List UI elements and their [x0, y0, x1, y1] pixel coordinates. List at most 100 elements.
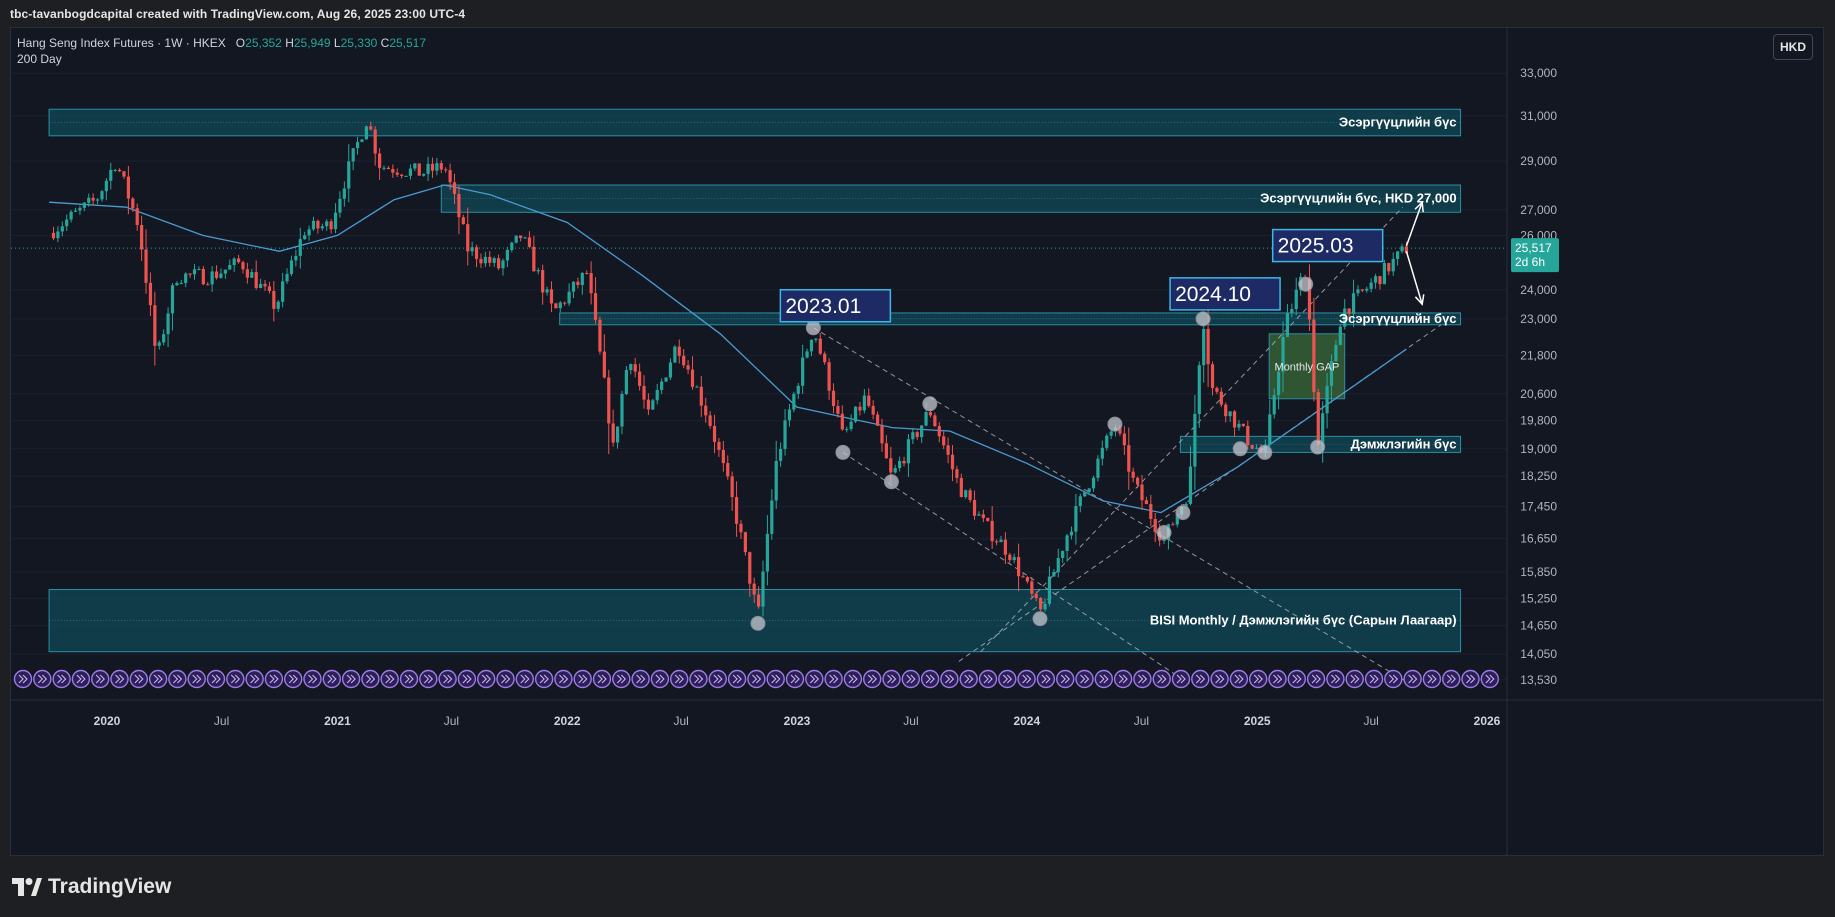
- candle-up: [259, 283, 263, 289]
- price-tick-label: 21,800: [1520, 348, 1557, 362]
- time-tick-label: Jul: [1363, 714, 1378, 728]
- low-value: 25,330: [340, 36, 378, 50]
- candle-down: [444, 169, 448, 171]
- candle-up: [170, 285, 175, 314]
- symbol-ohlc-line: Hang Seng Index Futures · 1W · HKEX O25,…: [17, 35, 426, 51]
- candle-down: [1387, 263, 1391, 272]
- candle-down: [1122, 433, 1126, 446]
- candle-up: [1396, 251, 1400, 259]
- currency-button[interactable]: HKD: [1773, 34, 1813, 60]
- candle-up: [964, 490, 968, 498]
- event-icon-glyph: [1408, 674, 1418, 684]
- event-icon-glyph: [37, 674, 48, 684]
- event-icon-glyph: [597, 674, 607, 684]
- candle-down: [1307, 277, 1312, 320]
- event-icon-glyph: [945, 674, 955, 684]
- candle-up: [342, 188, 346, 199]
- candle-up: [422, 173, 426, 176]
- time-tick-label: Jul: [214, 714, 229, 728]
- time-tick-label: Jul: [444, 714, 459, 728]
- pivot-marker: [922, 396, 938, 412]
- candle-down: [1131, 471, 1135, 478]
- event-icon-glyph: [809, 674, 820, 684]
- candle-up: [1228, 411, 1232, 417]
- candle-down: [316, 220, 320, 229]
- candle-down: [602, 351, 606, 378]
- candle-down: [272, 291, 276, 309]
- candle-down: [823, 353, 827, 363]
- candle-up: [78, 207, 82, 211]
- candle-up: [95, 199, 100, 201]
- candle-up: [294, 255, 298, 261]
- candle-down: [563, 302, 567, 304]
- candle-up: [351, 148, 355, 162]
- pivot-marker: [1195, 311, 1211, 327]
- candle-up: [276, 301, 280, 309]
- candle-up: [73, 210, 78, 212]
- price-chart[interactable]: Эсэргүүцлийн бүс Эсэргүүцлийн бүс, HKD 27…: [11, 28, 1823, 855]
- candle-down: [968, 490, 972, 500]
- candle-up: [1091, 477, 1096, 489]
- candle-down: [1347, 308, 1351, 314]
- candle-up: [426, 163, 430, 174]
- candle-down: [937, 426, 941, 437]
- event-icon-glyph: [366, 674, 376, 684]
- candle-down: [1250, 445, 1254, 449]
- candle-up: [1056, 558, 1060, 573]
- zone-label: BISI Monthly / Дэмжлэгийн бүс (Сарын Лаа…: [1150, 613, 1457, 628]
- event-icon-glyph: [192, 674, 202, 684]
- candle-up: [664, 377, 668, 382]
- candle-up: [355, 141, 360, 149]
- candle-up: [796, 385, 800, 394]
- trendline: [813, 327, 1411, 685]
- candle-down: [1021, 576, 1025, 578]
- event-icon-glyph: [713, 674, 723, 684]
- candle-up: [311, 220, 316, 230]
- candle-up: [285, 273, 289, 282]
- candle-down: [135, 208, 139, 226]
- candle-up: [1338, 326, 1342, 345]
- indicator-name[interactable]: 200 Day: [17, 52, 62, 66]
- candle-up: [360, 139, 364, 142]
- event-icon-glyph: [829, 674, 839, 684]
- candle-up: [1078, 496, 1082, 507]
- event-icon-glyph: [559, 674, 569, 684]
- candle-down: [263, 283, 267, 287]
- candle-down: [607, 377, 611, 424]
- candle-down: [690, 369, 695, 387]
- pivot-marker: [1232, 441, 1248, 457]
- pivot-marker: [1257, 444, 1273, 460]
- candle-down: [1241, 423, 1245, 426]
- event-icon-glyph: [1176, 674, 1186, 684]
- event-icon-glyph: [1099, 674, 1109, 684]
- candle-up: [668, 362, 673, 378]
- candle-down: [474, 247, 479, 259]
- event-icon-glyph: [1369, 674, 1379, 684]
- candle-down: [686, 365, 690, 370]
- candle-down: [400, 174, 404, 176]
- event-icon-glyph: [327, 674, 337, 684]
- event-icon-glyph: [983, 674, 993, 684]
- chart-frame[interactable]: Эсэргүүцлийн бүс Эсэргүүцлийн бүс, HKD 27…: [10, 27, 1824, 856]
- candle-down: [726, 463, 730, 477]
- high-label: H: [285, 36, 294, 50]
- candle-down: [1378, 276, 1382, 285]
- event-icons: [13, 669, 1500, 689]
- candle-down: [677, 346, 681, 356]
- candle-up: [65, 219, 69, 227]
- event-icon-glyph: [288, 674, 298, 684]
- candle-up: [862, 395, 866, 411]
- candle-up: [1237, 423, 1241, 428]
- event-icon-glyph: [848, 674, 858, 684]
- candle-down: [589, 273, 593, 294]
- candle-down: [646, 399, 651, 410]
- candle-up: [523, 237, 527, 239]
- tradingview-logo[interactable]: TradingView: [12, 875, 171, 899]
- candle-down: [496, 258, 501, 269]
- candle-up: [1277, 371, 1281, 396]
- zone-labels: Эсэргүүцлийн бүс Эсэргүүцлийн бүс, HKD 27…: [1150, 115, 1457, 628]
- candle-down: [721, 449, 725, 464]
- candle-up: [69, 211, 73, 220]
- event-icon-glyph: [134, 674, 144, 684]
- candle-up: [906, 439, 911, 464]
